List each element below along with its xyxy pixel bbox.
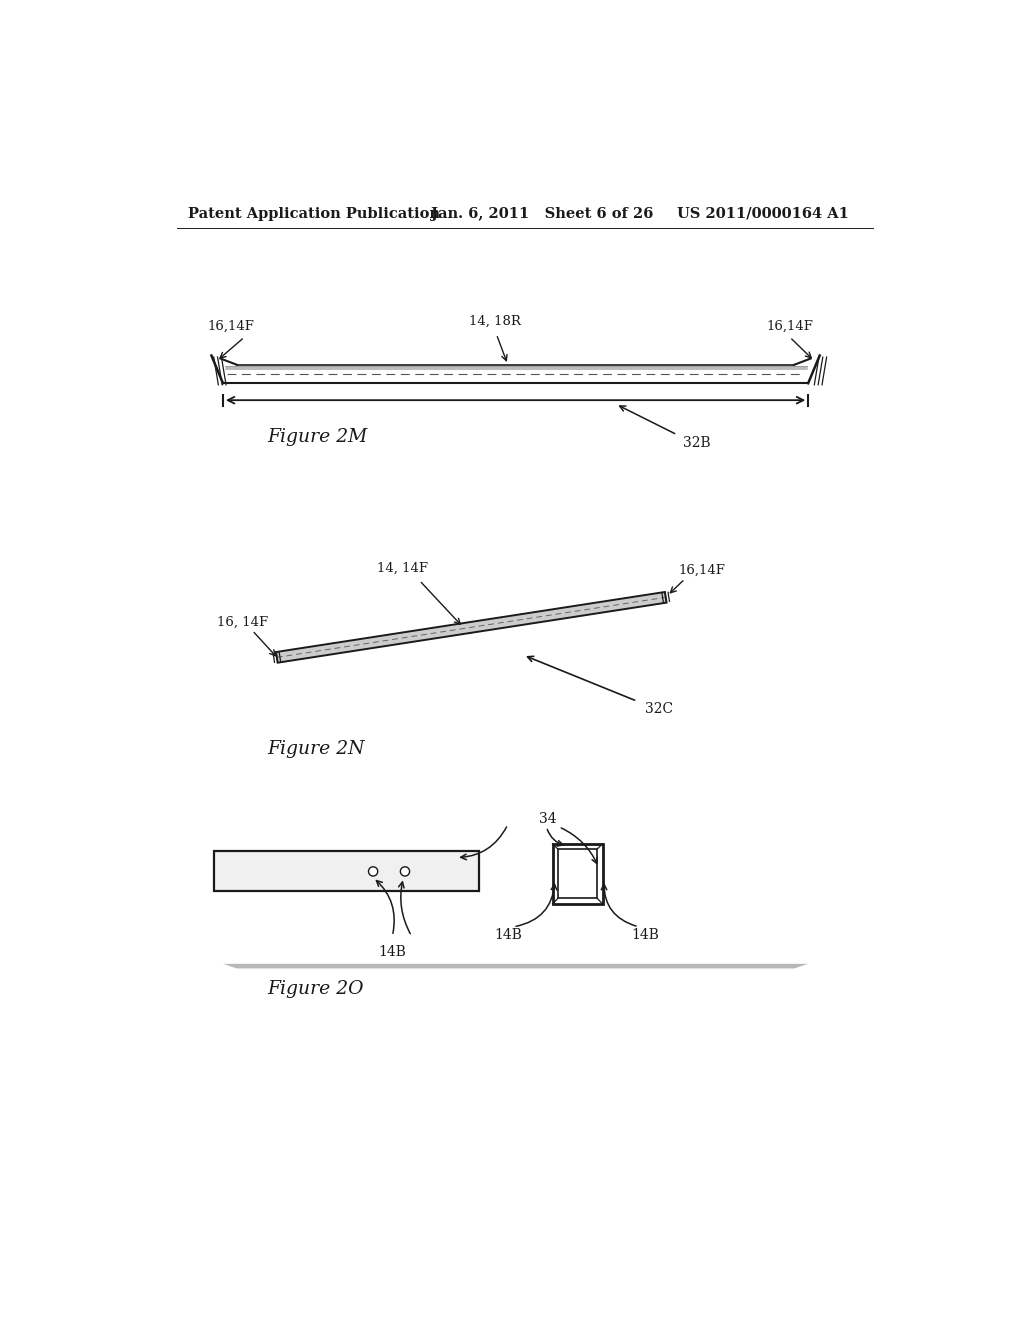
Text: 16,14F: 16,14F [208, 319, 254, 333]
Circle shape [400, 867, 410, 876]
Text: Figure 2N: Figure 2N [267, 739, 366, 758]
Bar [558, 849, 597, 899]
Text: 14, 14F: 14, 14F [377, 561, 428, 574]
Text: 14, 18R: 14, 18R [469, 315, 521, 329]
Text: 16, 14F: 16, 14F [217, 616, 268, 630]
Text: Figure 2M: Figure 2M [267, 428, 368, 446]
Text: 14B: 14B [631, 928, 658, 941]
Polygon shape [223, 964, 808, 969]
Circle shape [369, 867, 378, 876]
Text: 32B: 32B [683, 436, 711, 450]
Text: US 2011/0000164 A1: US 2011/0000164 A1 [677, 207, 849, 220]
Text: 14B: 14B [494, 928, 522, 941]
Text: Patent Application Publication: Patent Application Publication [188, 207, 440, 220]
Text: 16,14F: 16,14F [767, 319, 813, 333]
Text: 32C: 32C [645, 702, 673, 715]
Text: 34: 34 [539, 812, 557, 826]
Polygon shape [276, 591, 667, 663]
Bar [553, 843, 602, 904]
Bar [214, 851, 479, 891]
Text: Figure 2O: Figure 2O [267, 979, 365, 998]
Text: Jan. 6, 2011   Sheet 6 of 26: Jan. 6, 2011 Sheet 6 of 26 [431, 207, 653, 220]
Text: 16,14F: 16,14F [679, 564, 726, 577]
Text: 14B: 14B [379, 945, 407, 958]
